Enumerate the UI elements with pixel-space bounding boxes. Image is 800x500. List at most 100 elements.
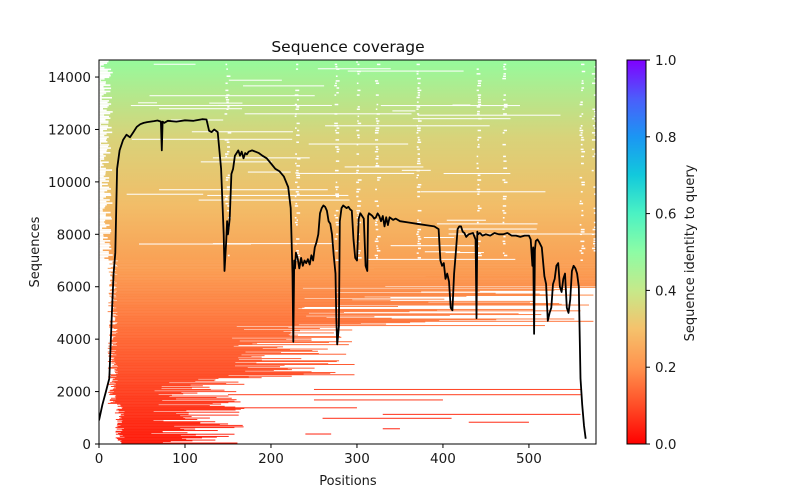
- heatmap-gap: [296, 193, 300, 195]
- heatmap-gap: [416, 96, 420, 99]
- heatmap-gap: [335, 75, 338, 77]
- heatmap-gap: [477, 129, 481, 132]
- heatmap-row: [110, 397, 232, 399]
- heatmap-row: [117, 366, 281, 368]
- heatmap-gap: [99, 62, 108, 64]
- heatmap-gap: [581, 247, 586, 250]
- heatmap-gap: [335, 193, 340, 195]
- heatmap-gap: [503, 242, 506, 245]
- heatmap-gap: [336, 87, 340, 89]
- heatmap-row: [112, 266, 596, 268]
- heatmap-gap: [99, 218, 112, 220]
- y-tick-label: 12000: [48, 122, 91, 138]
- heatmap-gap: [295, 162, 297, 165]
- heatmap-row: [113, 400, 235, 402]
- heatmap-row: [120, 416, 184, 418]
- y-tick-label: 10000: [48, 175, 91, 191]
- heatmap-gap: [356, 169, 359, 172]
- heatmap-row: [122, 430, 218, 432]
- heatmap-gap: [335, 146, 339, 148]
- heatmap-gap: [99, 238, 104, 241]
- heatmap-gap: [99, 67, 105, 69]
- heatmap-row: [112, 388, 211, 390]
- heatmap-gap: [99, 131, 113, 134]
- heatmap-row: [322, 417, 452, 419]
- heatmap-gap: [99, 76, 110, 79]
- heatmap-gap: [297, 129, 300, 132]
- heatmap-row: [110, 274, 596, 276]
- heatmap-gap: [477, 143, 480, 146]
- heatmap-gap: [594, 245, 596, 247]
- heatmap-row: [110, 402, 229, 404]
- heatmap-row: [115, 343, 253, 345]
- heatmap-gap: [226, 75, 231, 77]
- heatmap-gap: [336, 150, 339, 153]
- heatmap-gap: [99, 181, 102, 184]
- heatmap-gap: [99, 235, 104, 237]
- heatmap-row: [117, 380, 215, 382]
- heatmap-gap: [334, 129, 337, 132]
- heatmap-gap: [99, 70, 108, 72]
- heatmap-gap: [417, 139, 421, 141]
- heatmap-gap: [99, 221, 105, 223]
- heatmap-row: [113, 316, 375, 318]
- heatmap-gap: [99, 93, 104, 96]
- heatmap-gap: [294, 205, 299, 207]
- heatmap-row: [114, 396, 170, 398]
- heatmap-row: [114, 294, 548, 296]
- heatmap-gap: [579, 176, 583, 179]
- heatmap-gap: [594, 127, 596, 129]
- heatmap-gap: [592, 242, 596, 245]
- heatmap-gap: [594, 153, 596, 155]
- heatmap-gap: [99, 255, 109, 258]
- heatmap-row: [124, 436, 217, 438]
- heatmap-gap: [375, 82, 380, 85]
- heatmap-row: [107, 347, 263, 349]
- heatmap-gap: [416, 186, 421, 188]
- heatmap-row: [110, 279, 596, 281]
- heatmap-gap: [417, 87, 420, 89]
- heatmap-gap: [335, 186, 339, 188]
- heatmap-gap: [297, 172, 415, 174]
- heatmap-gap: [476, 240, 481, 243]
- heatmap-row: [109, 295, 467, 297]
- heatmap-row: [120, 441, 171, 443]
- heatmap-row: [115, 319, 440, 321]
- heatmap-row: [109, 280, 596, 282]
- heatmap-gap: [477, 84, 481, 87]
- heatmap-row: [113, 308, 299, 310]
- heatmap-gap: [592, 247, 596, 250]
- heatmap-row: [112, 269, 596, 271]
- heatmap-row: [114, 391, 237, 393]
- heatmap-gap: [228, 79, 282, 81]
- heatmap-row: [110, 377, 262, 379]
- heatmap-row: [115, 430, 163, 432]
- heatmap-row: [124, 410, 154, 412]
- heatmap-gap: [99, 74, 111, 77]
- heatmap-gap: [99, 240, 111, 242]
- heatmap-gap: [99, 104, 109, 107]
- heatmap-row: [111, 380, 196, 382]
- heatmap-gap: [502, 198, 507, 200]
- heatmap-row: [115, 419, 198, 421]
- heatmap-gap: [334, 103, 339, 106]
- heatmap-row: [110, 356, 262, 358]
- heatmap-gap: [401, 169, 431, 171]
- heatmap-gap: [99, 139, 107, 141]
- heatmap-gap: [227, 254, 230, 257]
- heatmap-row: [114, 412, 189, 414]
- heatmap-row: [112, 261, 596, 263]
- heatmap-gap: [99, 152, 111, 154]
- y-tick-label: 2000: [57, 385, 91, 401]
- heatmap-gap: [99, 140, 108, 143]
- heatmap-dense-block: [99, 60, 596, 261]
- heatmap-gap: [356, 143, 359, 146]
- heatmap-row: [108, 355, 252, 357]
- heatmap-gap: [296, 165, 300, 167]
- heatmap-gap: [335, 217, 339, 219]
- heatmap-gap: [99, 174, 106, 176]
- heatmap-row: [120, 404, 159, 406]
- heatmap-gap: [99, 134, 105, 137]
- heatmap-gap: [335, 250, 338, 252]
- heatmap-gap: [417, 114, 561, 116]
